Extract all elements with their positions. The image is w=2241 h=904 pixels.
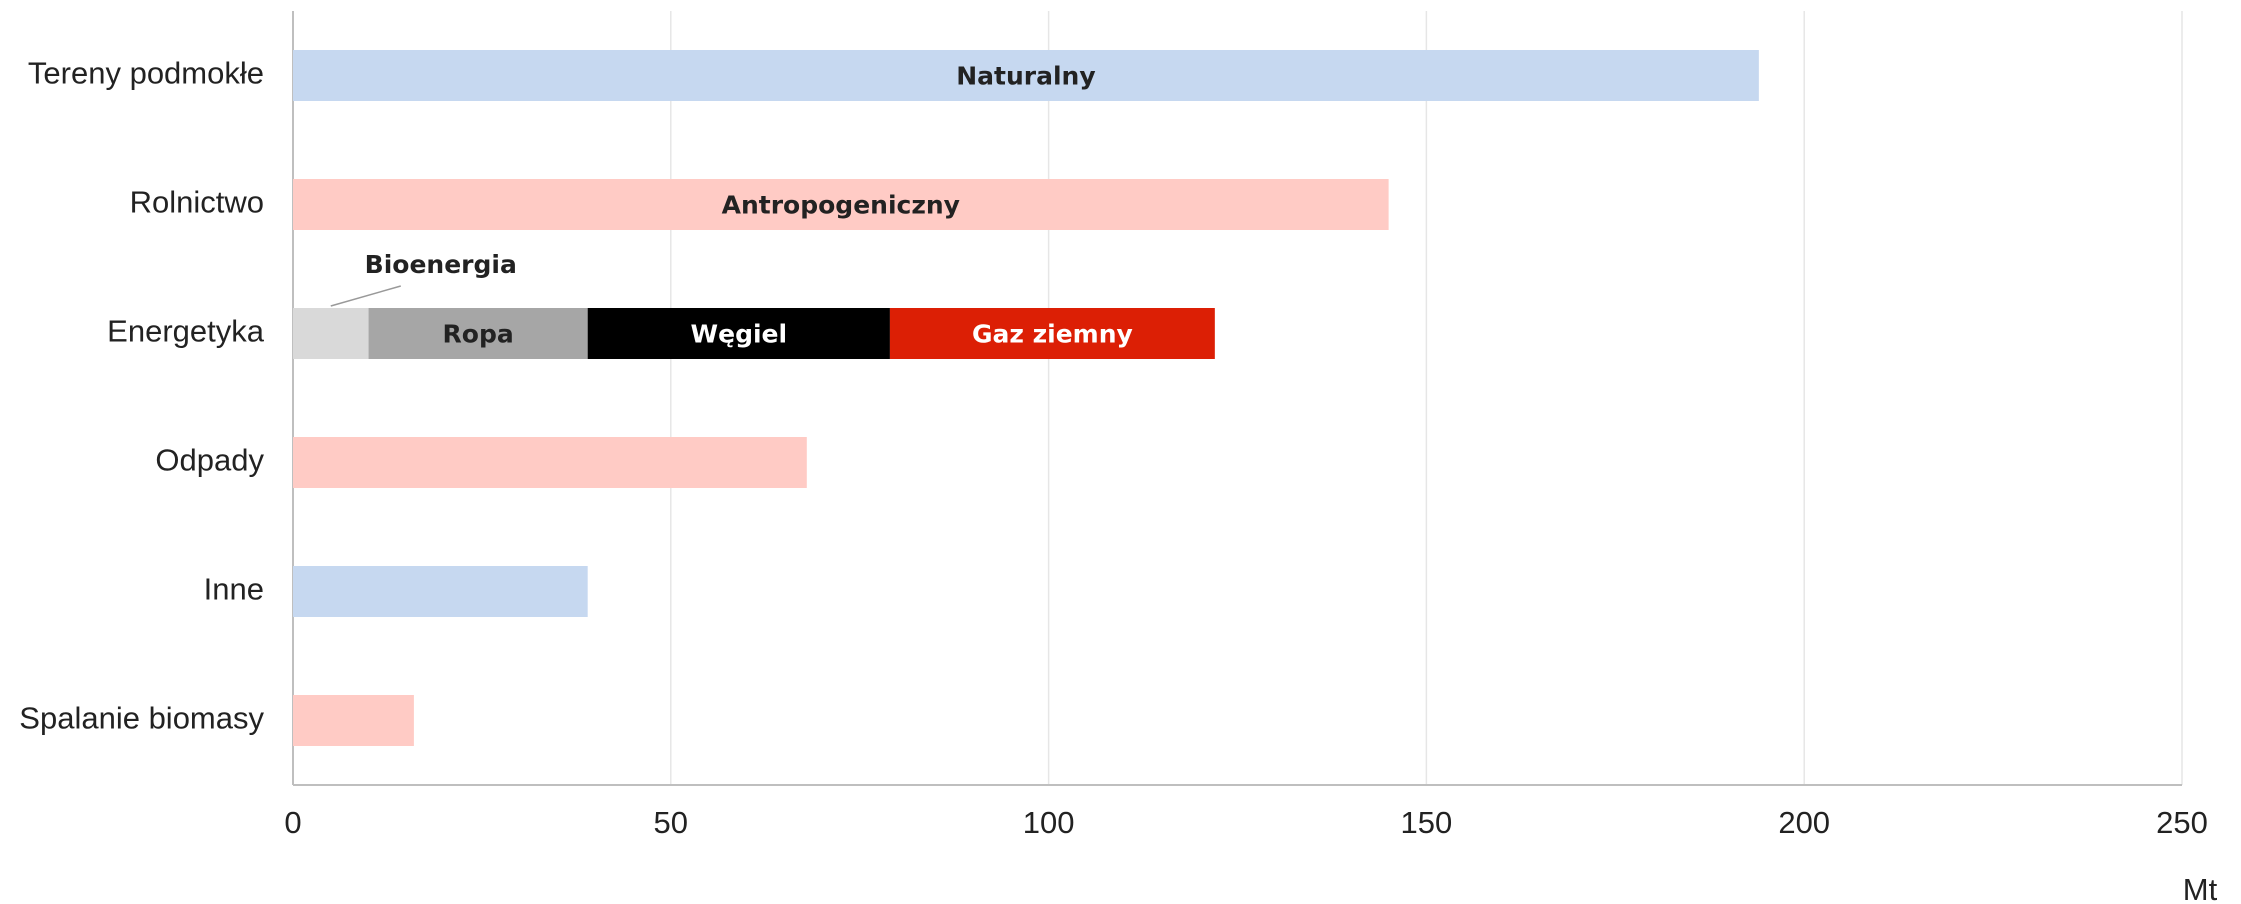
series-label: Węgiel: [691, 320, 788, 349]
y-tick-label: Odpady: [155, 443, 264, 478]
bar-segment: [368, 308, 588, 359]
series-label: Bioenergia: [365, 250, 517, 279]
x-tick-label: 150: [1401, 805, 1453, 840]
series-label: Gaz ziemny: [972, 320, 1133, 349]
bar-segment: [293, 50, 1759, 101]
bar-segment: [293, 308, 369, 359]
x-tick-label: 0: [284, 805, 301, 840]
bar-segment: [293, 437, 807, 488]
x-tick-label: 100: [1023, 805, 1075, 840]
series-label: Naturalny: [956, 62, 1095, 91]
y-tick-label: Energetyka: [107, 314, 265, 349]
y-tick-label: Inne: [204, 572, 264, 607]
bar-segment: [587, 308, 890, 359]
bar-segment: [293, 566, 588, 617]
x-tick-label: 50: [654, 805, 688, 840]
bar-segment: [293, 179, 1389, 230]
x-tick-label: 250: [2156, 805, 2208, 840]
y-tick-label: Rolnictwo: [130, 185, 264, 220]
leader-line: [330, 285, 401, 307]
series-label: Antropogeniczny: [722, 191, 960, 220]
x-axis-label: Mt: [2183, 872, 2218, 904]
series-label: Ropa: [443, 320, 514, 349]
y-tick-label: Tereny podmokłe: [28, 56, 264, 91]
bar-segment: [889, 308, 1215, 359]
y-tick-label: Spalanie biomasy: [19, 701, 264, 736]
bar-segment: [293, 695, 414, 746]
x-tick-label: 200: [1778, 805, 1830, 840]
